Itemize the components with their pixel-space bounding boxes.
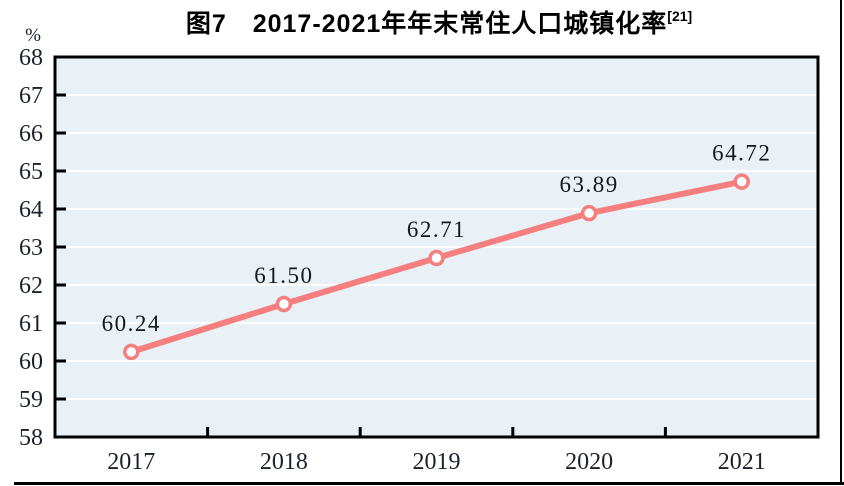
- y-tick-label: 59: [19, 387, 43, 413]
- page-border-right: [840, 0, 842, 484]
- y-tick-label: 66: [19, 121, 43, 147]
- data-point-label: 60.24: [102, 311, 161, 336]
- x-tick-label: 2019: [413, 449, 461, 475]
- data-point-label: 64.72: [712, 141, 771, 166]
- chart-title-text: 图7 2017-2021年年末常住人口城镇化率: [185, 10, 668, 38]
- x-tick-label: 2017: [107, 449, 155, 475]
- chart-title: 图7 2017-2021年年末常住人口城镇化率[21]: [0, 4, 844, 40]
- data-point-label: 63.89: [559, 172, 618, 197]
- data-point: [580, 204, 598, 222]
- data-point: [275, 295, 293, 313]
- data-point-label: 62.71: [407, 217, 466, 242]
- y-tick-label: 68: [19, 45, 43, 71]
- y-tick-label: 60: [19, 349, 43, 375]
- data-point-label: 61.50: [254, 263, 313, 288]
- page-border-bottom: [14, 482, 844, 485]
- data-point: [428, 249, 445, 267]
- data-point: [733, 173, 750, 190]
- data-point: [123, 343, 140, 361]
- y-tick-label: 58: [19, 425, 43, 451]
- y-tick-label: 62: [19, 273, 43, 299]
- plot-border: [53, 55, 820, 439]
- chart-title-superscript: [21]: [667, 7, 693, 24]
- y-tick-label: 65: [19, 159, 43, 185]
- y-tick-label: 64: [19, 197, 43, 223]
- x-tick-label: 2020: [565, 449, 613, 475]
- y-tick-label: 61: [19, 311, 43, 337]
- y-tick-label: 63: [19, 235, 43, 261]
- y-axis-unit-label: %: [25, 25, 41, 46]
- x-tick-label: 2021: [718, 449, 766, 475]
- y-tick-label: 67: [19, 83, 43, 109]
- x-tick-label: 2018: [260, 449, 308, 475]
